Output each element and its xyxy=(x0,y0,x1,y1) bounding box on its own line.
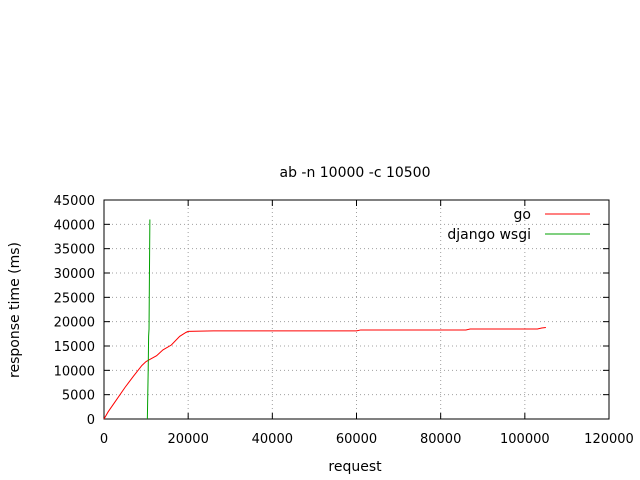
series-line-go xyxy=(103,327,546,420)
y-tick-label: 0 xyxy=(87,413,95,428)
y-tick-label: 30000 xyxy=(54,267,95,282)
y-tick-label: 25000 xyxy=(54,291,95,306)
series-layer xyxy=(103,219,546,420)
x-tick-label: 40000 xyxy=(252,432,293,447)
x-tick-label: 80000 xyxy=(420,432,461,447)
y-axis-label: response time (ms) xyxy=(7,242,23,378)
y-tick-label: 40000 xyxy=(54,218,95,233)
legend-label: go xyxy=(514,207,531,223)
x-tick-label: 120000 xyxy=(584,432,634,447)
y-tick-label: 20000 xyxy=(54,316,95,331)
y-tick-label: 45000 xyxy=(54,194,95,209)
y-tick-label: 10000 xyxy=(54,364,95,379)
chart-title: ab -n 10000 -c 10500 xyxy=(279,165,430,181)
legend-label: django wsgi xyxy=(447,227,531,243)
y-tick-label: 15000 xyxy=(54,340,95,355)
legend: go django wsgi xyxy=(447,207,590,243)
grid xyxy=(104,200,609,419)
y-tick-label: 5000 xyxy=(62,389,95,404)
series-line-django-wsgi xyxy=(146,219,151,420)
x-tick-label: 60000 xyxy=(336,432,377,447)
x-tick-label: 100000 xyxy=(500,432,550,447)
x-axis-label: request xyxy=(328,459,382,475)
axis-ticks: 0 5000 10000 15000 20000 25000 30000 35000 40000… xyxy=(54,194,634,447)
y-tick-label: 35000 xyxy=(54,243,95,258)
x-tick-label: 20000 xyxy=(167,432,208,447)
x-tick-label: 0 xyxy=(100,432,108,447)
